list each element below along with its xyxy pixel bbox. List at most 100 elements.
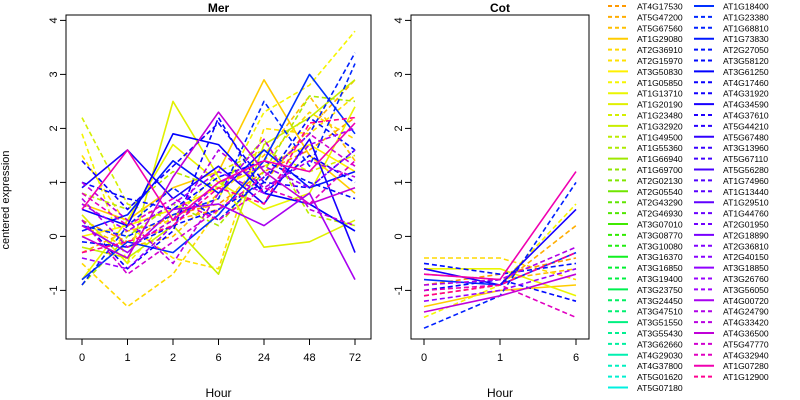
y-tick-label: -1 bbox=[393, 286, 405, 296]
legend-item: AT2G01950 bbox=[694, 220, 769, 230]
legend-item: AT3G61250 bbox=[694, 67, 769, 77]
legend-label: AT2G05540 bbox=[637, 187, 683, 197]
legend-item: AT1G05850 bbox=[608, 78, 683, 88]
legend-item: AT2G15970 bbox=[608, 56, 683, 66]
series-line bbox=[423, 268, 577, 302]
legend-item: AT2G02130 bbox=[608, 176, 683, 186]
legend-item: AT1G55360 bbox=[608, 143, 683, 153]
legend-item: AT3G07010 bbox=[608, 220, 683, 230]
legend-item: AT1G13440 bbox=[694, 187, 769, 197]
legend-item: AT5G67560 bbox=[608, 23, 683, 33]
legend-label: AT1G32920 bbox=[637, 121, 683, 131]
legend-label: AT4G29030 bbox=[637, 350, 683, 360]
legend-label: AT2G18890 bbox=[723, 230, 769, 240]
legend-item: AT3G10080 bbox=[608, 241, 683, 251]
legend-label: AT1G74960 bbox=[723, 176, 769, 186]
legend-item: AT1G07280 bbox=[694, 361, 769, 371]
y-tick-label: -1 bbox=[48, 286, 60, 296]
legend-label: AT4G33420 bbox=[723, 318, 769, 328]
legend-label: AT4G24790 bbox=[723, 307, 769, 317]
y-axis-label: centered expression bbox=[0, 150, 12, 249]
legend-label: AT1G44760 bbox=[723, 209, 769, 219]
legend-label: AT5G47770 bbox=[723, 339, 769, 349]
series-line bbox=[424, 267, 577, 297]
y-tick-label: 1 bbox=[48, 179, 60, 185]
legend-item: AT2G05540 bbox=[608, 187, 683, 197]
legend-label: AT3G24450 bbox=[637, 296, 683, 306]
legend-label: AT1G20190 bbox=[637, 100, 683, 110]
panel-mer: Mer -1 0 1 2 3 4 0 1 2 6 24 48 72 Hour bbox=[48, 1, 372, 400]
x-tick-label: 2 bbox=[170, 352, 176, 364]
legend-label: AT3G62660 bbox=[637, 339, 683, 349]
legend-label: AT2G01950 bbox=[723, 220, 769, 230]
legend-item: AT3G51550 bbox=[608, 318, 683, 328]
legend-item: AT1G20190 bbox=[608, 100, 683, 110]
legend-label: AT1G29080 bbox=[637, 34, 683, 44]
series-line bbox=[81, 116, 356, 248]
legend-item: AT2G27050 bbox=[694, 45, 769, 55]
legend-item: AT1G66940 bbox=[608, 154, 683, 164]
series-line bbox=[424, 257, 577, 281]
legend-item: AT3G24450 bbox=[608, 296, 683, 306]
series-line bbox=[423, 262, 577, 276]
series-line bbox=[423, 251, 577, 297]
legend-label: AT1G68810 bbox=[723, 23, 769, 33]
legend-label: AT3G47510 bbox=[637, 307, 683, 317]
legend-label: AT4G32940 bbox=[723, 350, 769, 360]
series-line bbox=[81, 127, 356, 232]
series-line bbox=[81, 122, 356, 211]
legend-label: AT3G18850 bbox=[723, 263, 769, 273]
legend-item: AT4G17460 bbox=[694, 78, 769, 88]
legend-item: AT3G19400 bbox=[608, 274, 683, 284]
panel-title-cot: Cot bbox=[490, 1, 510, 15]
legend-item: AT5G67480 bbox=[694, 132, 769, 142]
legend-label: AT1G29510 bbox=[723, 198, 769, 208]
series-line bbox=[81, 160, 356, 211]
y-tick-label: 1 bbox=[393, 179, 405, 185]
legend-label: AT4G00720 bbox=[723, 296, 769, 306]
legend-label: AT2G36910 bbox=[637, 45, 683, 55]
legend-item: AT4G31920 bbox=[694, 89, 769, 99]
legend-item: AT1G29510 bbox=[694, 198, 769, 208]
legend-label: AT5G01620 bbox=[637, 372, 683, 382]
legend-item: AT5G07180 bbox=[608, 383, 683, 393]
series-line bbox=[81, 63, 356, 238]
legend-item: AT1G68810 bbox=[694, 23, 769, 33]
legend-item: AT1G32920 bbox=[608, 121, 683, 131]
legend-label: AT1G49500 bbox=[637, 132, 683, 142]
y-tick-label: 0 bbox=[48, 233, 60, 239]
x-axis-label-cot: Hour bbox=[487, 386, 513, 400]
legend-item: AT1G44760 bbox=[694, 209, 769, 219]
legend-item: AT4G32940 bbox=[694, 350, 769, 360]
legend-item: AT1G73830 bbox=[694, 34, 769, 44]
legend-label: AT4G37610 bbox=[723, 111, 769, 121]
legend-label: AT2G36810 bbox=[723, 241, 769, 251]
legend-item: AT1G13710 bbox=[608, 89, 683, 99]
legend-label: AT3G16370 bbox=[637, 252, 683, 262]
legend-label: AT3G26760 bbox=[723, 274, 769, 284]
legend-label: AT3G16850 bbox=[637, 263, 683, 273]
x-tick-label: 1 bbox=[497, 352, 503, 364]
legend-label: AT3G10080 bbox=[637, 241, 683, 251]
series-line bbox=[81, 116, 356, 254]
series-line bbox=[81, 149, 356, 248]
legend-item: AT1G69700 bbox=[608, 165, 683, 175]
legend-label: AT1G13440 bbox=[723, 187, 769, 197]
legend-label: AT2G15970 bbox=[637, 56, 683, 66]
x-axis-cot: 0 1 6 bbox=[421, 339, 579, 364]
x-tick-label: 0 bbox=[421, 352, 427, 364]
legend-item: AT2G36810 bbox=[694, 241, 769, 251]
legend-label: AT1G69700 bbox=[637, 165, 683, 175]
y-axis-cot: -1 0 1 2 3 4 bbox=[393, 17, 411, 295]
y-tick-label: 3 bbox=[48, 71, 60, 77]
legend-label: AT1G23480 bbox=[637, 111, 683, 121]
panel-title-mer: Mer bbox=[208, 1, 230, 15]
legend-label: AT4G37800 bbox=[637, 361, 683, 371]
legend-item: AT3G62660 bbox=[608, 339, 683, 349]
legend-item: AT5G01620 bbox=[608, 372, 683, 382]
y-tick-label: 2 bbox=[393, 125, 405, 131]
legend-item: AT2G46930 bbox=[608, 209, 683, 219]
legend-label: AT1G05850 bbox=[637, 78, 683, 88]
legend-label: AT3G51550 bbox=[637, 318, 683, 328]
